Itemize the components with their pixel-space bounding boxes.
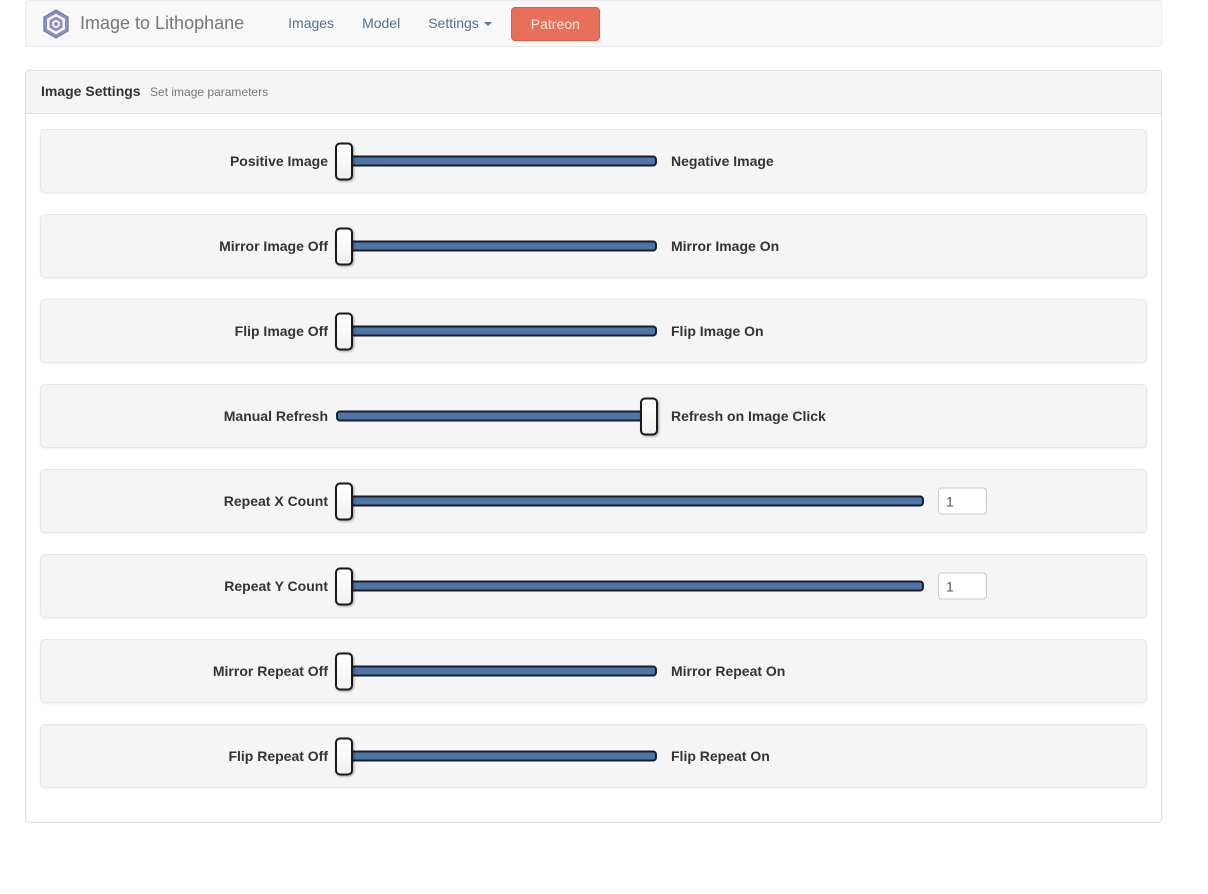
page-container: Image to Lithophane Images Model Setting…: [25, 0, 1162, 823]
slider-left-label: Positive Image: [229, 153, 328, 169]
slider-right-label: Flip Repeat On: [671, 748, 770, 764]
slider-handle[interactable]: [335, 737, 353, 775]
slider-right-label: Refresh on Image Click: [671, 408, 826, 424]
nav-link-images[interactable]: Images: [288, 15, 335, 31]
slider-track[interactable]: [335, 142, 657, 180]
slider-track[interactable]: [335, 482, 924, 520]
slider-handle[interactable]: [640, 397, 658, 435]
slider-right-label: Mirror Repeat On: [671, 663, 786, 679]
slider-left-label: Flip Image Off: [234, 323, 328, 339]
patreon-button[interactable]: Patreon: [510, 6, 600, 41]
slider-left-label: Repeat X Count: [223, 493, 328, 509]
settings-rows: Positive Image Negative Image Mirror Ima…: [26, 114, 1161, 822]
slider-left-label: Flip Repeat Off: [228, 748, 328, 764]
setting-row: Positive Image Negative Image: [40, 129, 1147, 193]
setting-row: Flip Repeat Off Flip Repeat On: [40, 724, 1147, 788]
brand-title: Image to Lithophane: [80, 13, 245, 33]
setting-row: Repeat Y Count: [40, 554, 1147, 618]
slider-left-label: Mirror Repeat Off: [212, 663, 328, 679]
slider-track[interactable]: [335, 652, 657, 690]
nav-link-settings-label: Settings: [428, 15, 479, 31]
slider-handle[interactable]: [335, 227, 353, 265]
setting-row: Mirror Image Off Mirror Image On: [40, 214, 1147, 278]
slider-handle[interactable]: [335, 142, 353, 180]
slider-track[interactable]: [335, 737, 657, 775]
setting-row: Flip Image Off Flip Image On: [40, 299, 1147, 363]
lithophane-logo-icon: [41, 8, 71, 40]
slider-track[interactable]: [336, 397, 658, 435]
slider-left-label: Repeat Y Count: [224, 578, 328, 594]
slider-track[interactable]: [335, 312, 657, 350]
panel-title: Image Settings: [41, 83, 141, 99]
image-settings-panel: Image Settings Set image parameters Posi…: [25, 70, 1162, 823]
slider-right-label: Flip Image On: [671, 323, 764, 339]
nav-link-model[interactable]: Model: [362, 15, 401, 31]
slider-handle[interactable]: [335, 652, 353, 690]
caret-down-icon: [483, 22, 492, 27]
panel-subtitle: Set image parameters: [150, 85, 269, 99]
setting-row: Mirror Repeat Off Mirror Repeat On: [40, 639, 1147, 703]
slider-left-label: Manual Refresh: [223, 408, 328, 424]
panel-header: Image Settings Set image parameters: [26, 71, 1161, 114]
navbar: Image to Lithophane Images Model Setting…: [25, 0, 1162, 47]
slider-left-label: Mirror Image Off: [219, 238, 328, 254]
slider-handle[interactable]: [335, 312, 353, 350]
brand-link[interactable]: Image to Lithophane: [41, 8, 244, 40]
setting-row: Manual Refresh Refresh on Image Click: [40, 384, 1147, 448]
slider-right-label: Negative Image: [671, 153, 774, 169]
count-input[interactable]: [938, 572, 987, 600]
slider-handle[interactable]: [335, 567, 353, 605]
setting-row: Repeat X Count: [40, 469, 1147, 533]
nav-links: Images Model Settings: [274, 0, 506, 47]
slider-track[interactable]: [335, 227, 657, 265]
slider-handle[interactable]: [335, 482, 353, 520]
slider-track[interactable]: [335, 567, 924, 605]
count-input[interactable]: [938, 487, 987, 515]
nav-link-settings[interactable]: Settings: [414, 0, 506, 47]
slider-right-label: Mirror Image On: [671, 238, 780, 254]
